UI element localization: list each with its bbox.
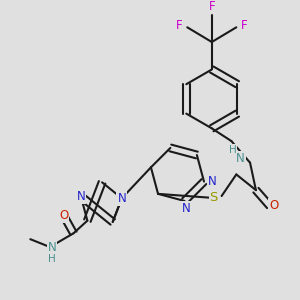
Text: N: N	[117, 192, 126, 205]
Text: N: N	[76, 190, 85, 202]
Text: F: F	[176, 19, 183, 32]
Text: O: O	[269, 199, 278, 212]
Text: F: F	[241, 19, 247, 32]
Text: H: H	[229, 145, 236, 155]
Text: N: N	[47, 241, 56, 254]
Text: F: F	[208, 0, 215, 13]
Text: N: N	[236, 152, 244, 165]
Text: N: N	[208, 175, 216, 188]
Text: N: N	[182, 202, 191, 215]
Text: O: O	[59, 209, 68, 222]
Text: H: H	[48, 254, 56, 264]
Text: S: S	[210, 191, 218, 205]
